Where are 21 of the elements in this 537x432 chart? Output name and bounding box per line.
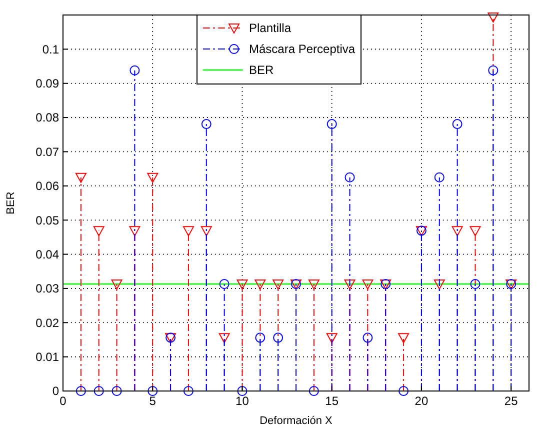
- y-tick-label: 0.03: [36, 282, 60, 296]
- x-axis-title: Deformación X: [260, 415, 334, 427]
- y-tick-label: 0.08: [36, 110, 60, 125]
- x-tick-label: 15: [325, 394, 339, 408]
- y-axis-title: BER: [5, 192, 17, 214]
- x-tick-label: 5: [149, 394, 156, 408]
- x-tick-label: 25: [504, 394, 518, 408]
- y-tick-label: 0.1: [42, 42, 60, 56]
- legend-label: BER: [249, 63, 274, 78]
- x-tick-label: 10: [236, 394, 250, 408]
- y-tick-label: 0.09: [36, 76, 60, 91]
- y-tick-label: 0.07: [36, 144, 60, 159]
- y-tick-label: 0: [52, 384, 60, 398]
- y-tick-label: 0.06: [36, 179, 60, 194]
- y-tick-label: 0.04: [36, 247, 60, 262]
- y-tick-label: 0.01: [36, 350, 60, 364]
- legend-label: Máscara Perceptiva: [249, 42, 356, 56]
- legend-label: Plantilla: [249, 21, 292, 36]
- x-tick-label: 20: [414, 394, 428, 408]
- y-tick-label: 0.02: [36, 316, 60, 330]
- y-tick-label: 0.05: [36, 213, 60, 228]
